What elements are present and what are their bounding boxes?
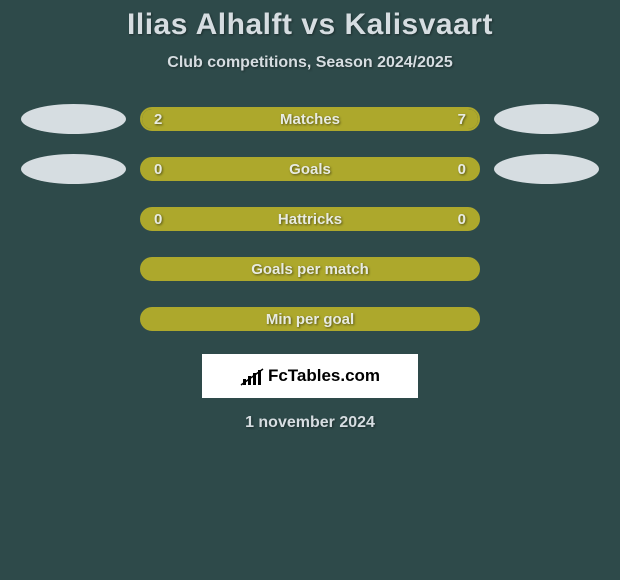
stat-value-left: 0 bbox=[154, 159, 162, 179]
right-ellipse bbox=[494, 104, 599, 134]
ellipse-spacer bbox=[21, 304, 126, 334]
stat-label: Goals per match bbox=[142, 259, 478, 279]
bars-icon bbox=[240, 366, 264, 386]
stat-bar: 0 0Hattricks bbox=[140, 207, 480, 231]
stat-bar: Min per goal bbox=[140, 307, 480, 331]
stat-row: 0 0Hattricks bbox=[0, 204, 620, 234]
infographic-container: Ilias Alhalft vs Kalisvaart Club competi… bbox=[0, 0, 620, 580]
date-line: 1 november 2024 bbox=[0, 414, 620, 432]
stat-bar: Goals per match bbox=[140, 257, 480, 281]
stat-row: Goals per match bbox=[0, 254, 620, 284]
logo-box: FcTables.com bbox=[202, 354, 418, 398]
stat-bar: 0 0Goals bbox=[140, 157, 480, 181]
stat-row: 2 7Matches bbox=[0, 104, 620, 134]
ellipse-spacer bbox=[494, 254, 599, 284]
stat-value-right: 0 bbox=[458, 209, 466, 229]
left-ellipse bbox=[21, 154, 126, 184]
stat-label: Matches bbox=[142, 109, 478, 129]
ellipse-spacer bbox=[494, 304, 599, 334]
logo-text: FcTables.com bbox=[268, 366, 380, 386]
right-ellipse bbox=[494, 154, 599, 184]
stat-label: Goals bbox=[142, 159, 478, 179]
stat-value-left: 2 bbox=[154, 109, 162, 129]
logo: FcTables.com bbox=[240, 366, 380, 386]
page-title: Ilias Alhalft vs Kalisvaart bbox=[0, 8, 620, 42]
ellipse-spacer bbox=[21, 204, 126, 234]
stat-label: Hattricks bbox=[142, 209, 478, 229]
stat-label: Min per goal bbox=[142, 309, 478, 329]
left-ellipse bbox=[21, 104, 126, 134]
stat-value-right: 7 bbox=[458, 109, 466, 129]
stat-row: 0 0Goals bbox=[0, 154, 620, 184]
stat-value-left: 0 bbox=[154, 209, 162, 229]
stat-rows: 27Matches00Goals00HattricksGoals per mat… bbox=[0, 104, 620, 334]
ellipse-spacer bbox=[21, 254, 126, 284]
stat-value-right: 0 bbox=[458, 159, 466, 179]
stat-bar: 2 7Matches bbox=[140, 107, 480, 131]
ellipse-spacer bbox=[494, 204, 599, 234]
stat-row: Min per goal bbox=[0, 304, 620, 334]
subtitle: Club competitions, Season 2024/2025 bbox=[0, 54, 620, 72]
